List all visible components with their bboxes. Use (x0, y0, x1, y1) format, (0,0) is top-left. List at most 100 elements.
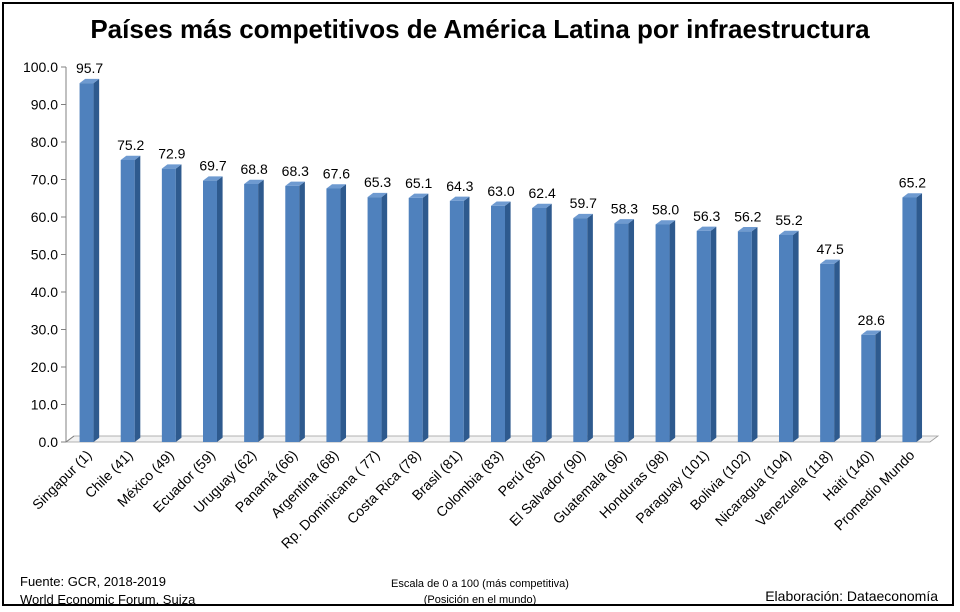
bar-top (120, 155, 141, 160)
bar-side (175, 164, 182, 443)
bar-side (299, 181, 305, 443)
data-label: 56.3 (693, 208, 720, 224)
data-label: 95.7 (76, 60, 103, 76)
data-label: 56.2 (734, 208, 761, 224)
bar (902, 193, 923, 442)
bar-side (875, 330, 881, 442)
bar-top (449, 196, 470, 201)
bar-top (902, 193, 923, 198)
bar-front (367, 197, 382, 442)
y-tick-label: 10.0 (31, 397, 58, 413)
y-tick-label: 40.0 (31, 284, 58, 300)
bar-side (751, 227, 758, 442)
y-tick-label: 20.0 (31, 359, 58, 375)
bar-top (244, 179, 264, 184)
data-label: 58.0 (652, 202, 679, 218)
bar-top (79, 78, 100, 84)
bar-front (120, 160, 135, 442)
data-label: 58.3 (611, 200, 638, 216)
bar (696, 226, 717, 442)
x-tick-label: Costa Rica (78) (344, 447, 424, 527)
axis-depth-line (65, 435, 75, 443)
x-tick-label: Paraguay (101) (632, 447, 712, 527)
bar-top (655, 220, 676, 225)
bar-side (463, 196, 470, 442)
bar-front (161, 168, 176, 442)
bar-front (203, 180, 217, 442)
bar-top (408, 193, 429, 198)
bar-front (737, 231, 752, 442)
bar-side (340, 184, 347, 443)
bar-top (696, 226, 717, 231)
y-tick-label: 0.0 (39, 434, 59, 450)
x-tick-label: Guatemala (96) (549, 447, 629, 527)
bar (820, 259, 840, 442)
bar-side (93, 78, 100, 443)
bar-top (820, 259, 840, 264)
bar (449, 196, 470, 442)
bar-side (834, 259, 840, 442)
bar (120, 155, 141, 443)
bar-top (614, 219, 635, 224)
bar-top (532, 203, 552, 208)
data-label: 47.5 (817, 241, 844, 257)
data-label: 67.6 (323, 166, 350, 182)
bar-front (285, 185, 300, 442)
bar (573, 213, 593, 442)
bar-top (161, 164, 182, 169)
bar (408, 193, 429, 442)
bar-side (587, 213, 593, 442)
y-tick-label: 90.0 (31, 97, 58, 113)
y-tick-label: 80.0 (31, 134, 58, 150)
bar-front (820, 263, 835, 442)
bar-side (258, 179, 264, 443)
bar-front (491, 205, 505, 442)
bar-side (710, 226, 717, 442)
bar-front (861, 334, 876, 442)
bar-front (655, 224, 670, 442)
bar (161, 164, 182, 443)
bar-side (793, 230, 799, 442)
data-label: 55.2 (775, 212, 802, 228)
bar-top (367, 192, 388, 198)
data-label: 65.2 (899, 175, 926, 191)
bar-front (326, 188, 341, 442)
bar-front (614, 223, 629, 442)
source-line-1: Fuente: GCR, 2018-2019 (20, 574, 166, 589)
bar (532, 203, 552, 442)
y-tick-label: 50.0 (31, 247, 58, 263)
bar-front (696, 230, 711, 442)
bar-side (505, 201, 511, 442)
bar (367, 192, 388, 442)
bar-top (203, 176, 223, 181)
y-tick-label: 60.0 (31, 209, 58, 225)
data-label: 65.3 (364, 174, 391, 190)
bar-side (381, 192, 388, 442)
data-label: 72.9 (158, 146, 185, 162)
credit: Elaboración: Dataeconomía (765, 588, 938, 604)
bar-top (737, 227, 758, 232)
bar-side (134, 155, 141, 443)
bar-side (916, 193, 923, 442)
data-label: 68.3 (282, 163, 309, 179)
data-label: 62.4 (529, 185, 556, 201)
bar (655, 220, 676, 442)
bar-top (491, 201, 511, 206)
bar-top (573, 213, 593, 219)
y-tick-label: 30.0 (31, 322, 58, 338)
bar (614, 219, 635, 442)
scale-note-1: Escala de 0 a 100 (más competitiva) (391, 578, 569, 590)
bar (285, 181, 305, 443)
data-label: 69.7 (199, 158, 226, 174)
bar-front (902, 197, 917, 442)
bar (203, 176, 223, 443)
bar-front (449, 200, 464, 442)
data-label: 68.8 (241, 161, 268, 177)
data-label: 75.2 (117, 137, 144, 153)
y-tick-label: 70.0 (31, 172, 58, 188)
bar (737, 227, 758, 442)
bar-top (779, 230, 799, 235)
chart-title: Países más competitivos de América Latin… (90, 14, 870, 44)
scale-note-2: (Posición en el mundo) (423, 594, 537, 606)
